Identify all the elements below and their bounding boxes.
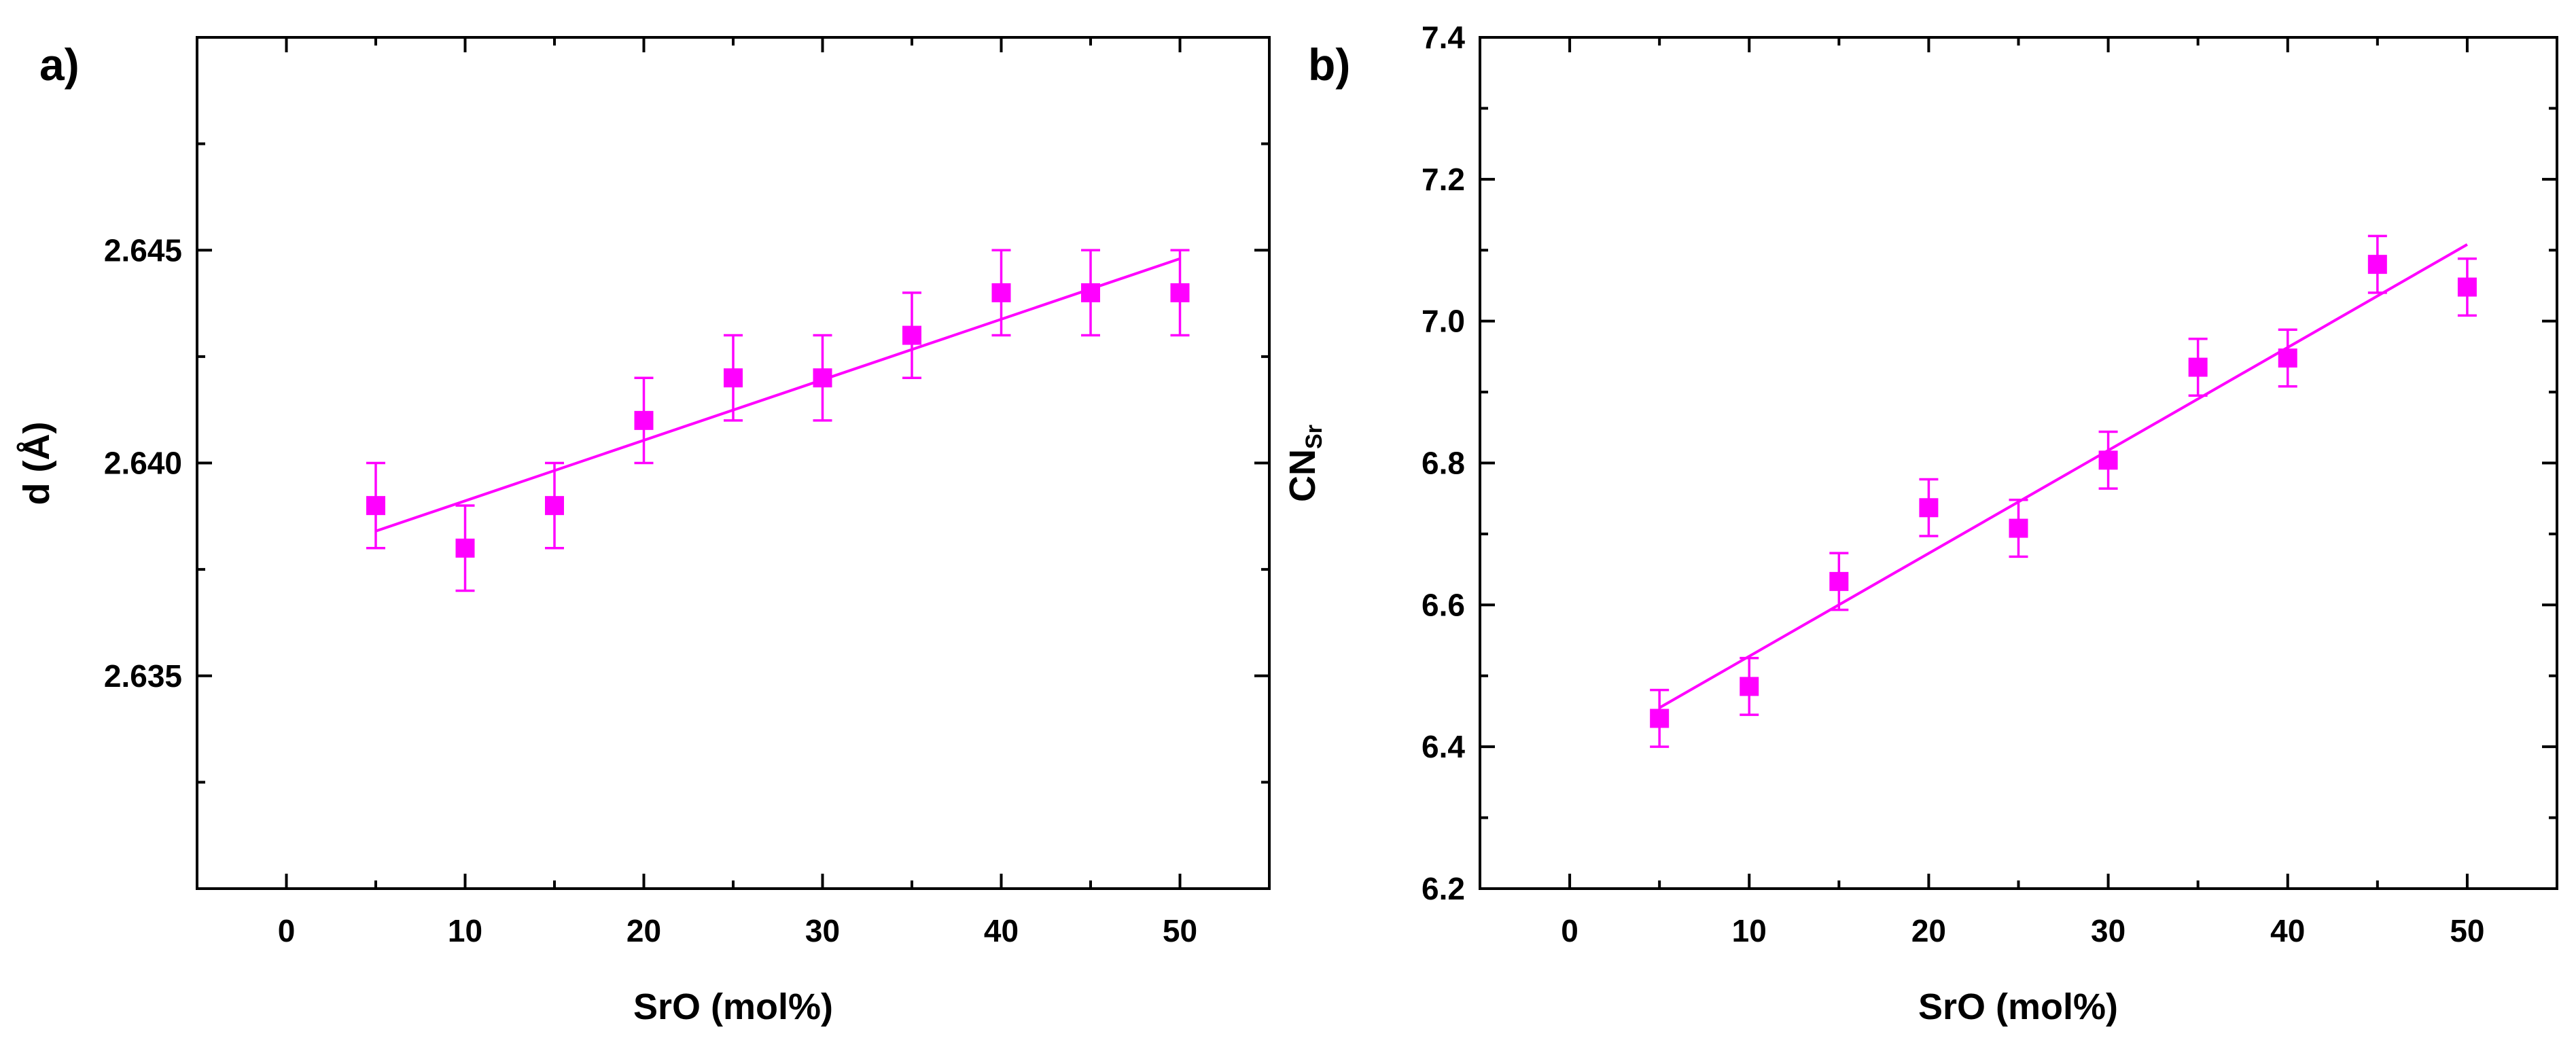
panel-a-y-axis-title: d (Å) (16, 422, 57, 505)
panel-a-y-tick-label: 2.635 (104, 658, 182, 694)
panel-a-data-point (902, 325, 921, 345)
panel-b-data-point (2188, 357, 2208, 377)
panel-a-x-tick-label: 30 (805, 913, 840, 948)
panel-a-chart: a) 0 10 20 30 40 50 2.635 2.640 2.645 SrO (mol%… (16, 36, 1271, 1027)
panel-b-x-tick-label: 20 (1911, 913, 1946, 948)
panel-b-y-tick-labels: 6.2 6.4 6.6 6.8 7.0 7.2 7.4 (1422, 20, 1465, 906)
panel-b-x-tick-label: 0 (1561, 913, 1578, 948)
panel-b-x-tick-labels: 0 10 20 30 40 50 (1561, 913, 2484, 948)
panel-a-y-tick-labels: 2.635 2.640 2.645 (104, 232, 182, 694)
panel-a-fit-line (375, 257, 1181, 533)
panel-b-data-point (2367, 255, 2387, 274)
panel-b-y-axis-title-sub: Sr (1301, 425, 1327, 449)
panel-b-fit-line (1659, 243, 2468, 709)
panel-b-y-tick-label: 6.8 (1422, 446, 1465, 481)
panel-a-data-point (455, 538, 475, 558)
panel-a-data-point (813, 368, 832, 388)
panel-a-label: a) (39, 39, 80, 90)
panel-a-data-point (1170, 283, 1190, 302)
panel-b-data-point (2457, 277, 2477, 297)
panel-b-x-tick-label: 10 (1732, 913, 1767, 948)
panel-b-y-tick-label: 6.6 (1422, 587, 1465, 622)
panel-b-y-tick-label: 7.0 (1422, 304, 1465, 339)
panel-a-y-tick-label: 2.640 (104, 446, 182, 481)
panel-b-x-tick-label: 30 (2091, 913, 2125, 948)
panel-b-data-point (2009, 518, 2028, 538)
panel-b-data-point (1650, 709, 1670, 728)
panel-a-x-tick-label: 10 (448, 913, 482, 948)
panel-a-ticks (196, 36, 1271, 890)
panel-a-x-tick-label: 40 (984, 913, 1019, 948)
panel-a-data-point (724, 368, 743, 388)
panel-a-data-point (991, 283, 1011, 302)
panel-b-x-axis-title: SrO (mol%) (1918, 986, 2118, 1027)
panel-b-y-axis-title-main: CN (1282, 449, 1323, 502)
panel-b-chart: b) 0 10 20 30 40 50 6.2 6.4 6.6 6.8 7.0 7.2 7.4 SrO… (1282, 20, 2558, 1027)
panel-b-x-tick-label: 50 (2450, 913, 2484, 948)
panel-a-x-tick-label: 50 (1163, 913, 1197, 948)
panel-b-data-point (2098, 450, 2118, 470)
panel-a-x-axis-title: SrO (mol%) (633, 986, 833, 1027)
panel-a-y-tick-label: 2.645 (104, 232, 182, 268)
panel-b-y-axis-title: CNSr (1282, 425, 1327, 502)
panel-b-y-tick-label: 6.4 (1422, 729, 1465, 764)
panel-b-data-point (1740, 677, 1759, 696)
panel-a-data-point (1081, 283, 1100, 302)
panel-b-data-point (2278, 348, 2297, 368)
panel-a-x-tick-label: 20 (627, 913, 661, 948)
panel-b-plot-frame (1479, 36, 2558, 890)
panel-a-points (366, 249, 1190, 592)
panel-b-y-tick-label: 7.2 (1422, 162, 1465, 197)
panel-b-x-tick-label: 40 (2270, 913, 2305, 948)
panel-b-y-tick-label: 6.2 (1422, 871, 1465, 906)
panel-a-plot-frame (196, 36, 1271, 890)
panel-b-label: b) (1308, 39, 1350, 90)
panel-a-x-tick-labels: 0 10 20 30 40 50 (278, 913, 1197, 948)
panel-a-x-tick-label: 0 (278, 913, 296, 948)
panel-a-data-point (366, 496, 385, 516)
panel-b-y-tick-label: 7.4 (1422, 20, 1465, 55)
panel-a-fit-group (375, 257, 1181, 533)
panel-b-points (1650, 234, 2477, 748)
panel-a-data-point (545, 496, 564, 516)
panel-b-ticks (1479, 36, 2558, 890)
panel-b-data-point (1829, 571, 1849, 591)
panel-a-data-point (634, 410, 654, 430)
panel-b-data-point (1919, 498, 1939, 518)
panel-b-fit-group (1659, 243, 2468, 709)
